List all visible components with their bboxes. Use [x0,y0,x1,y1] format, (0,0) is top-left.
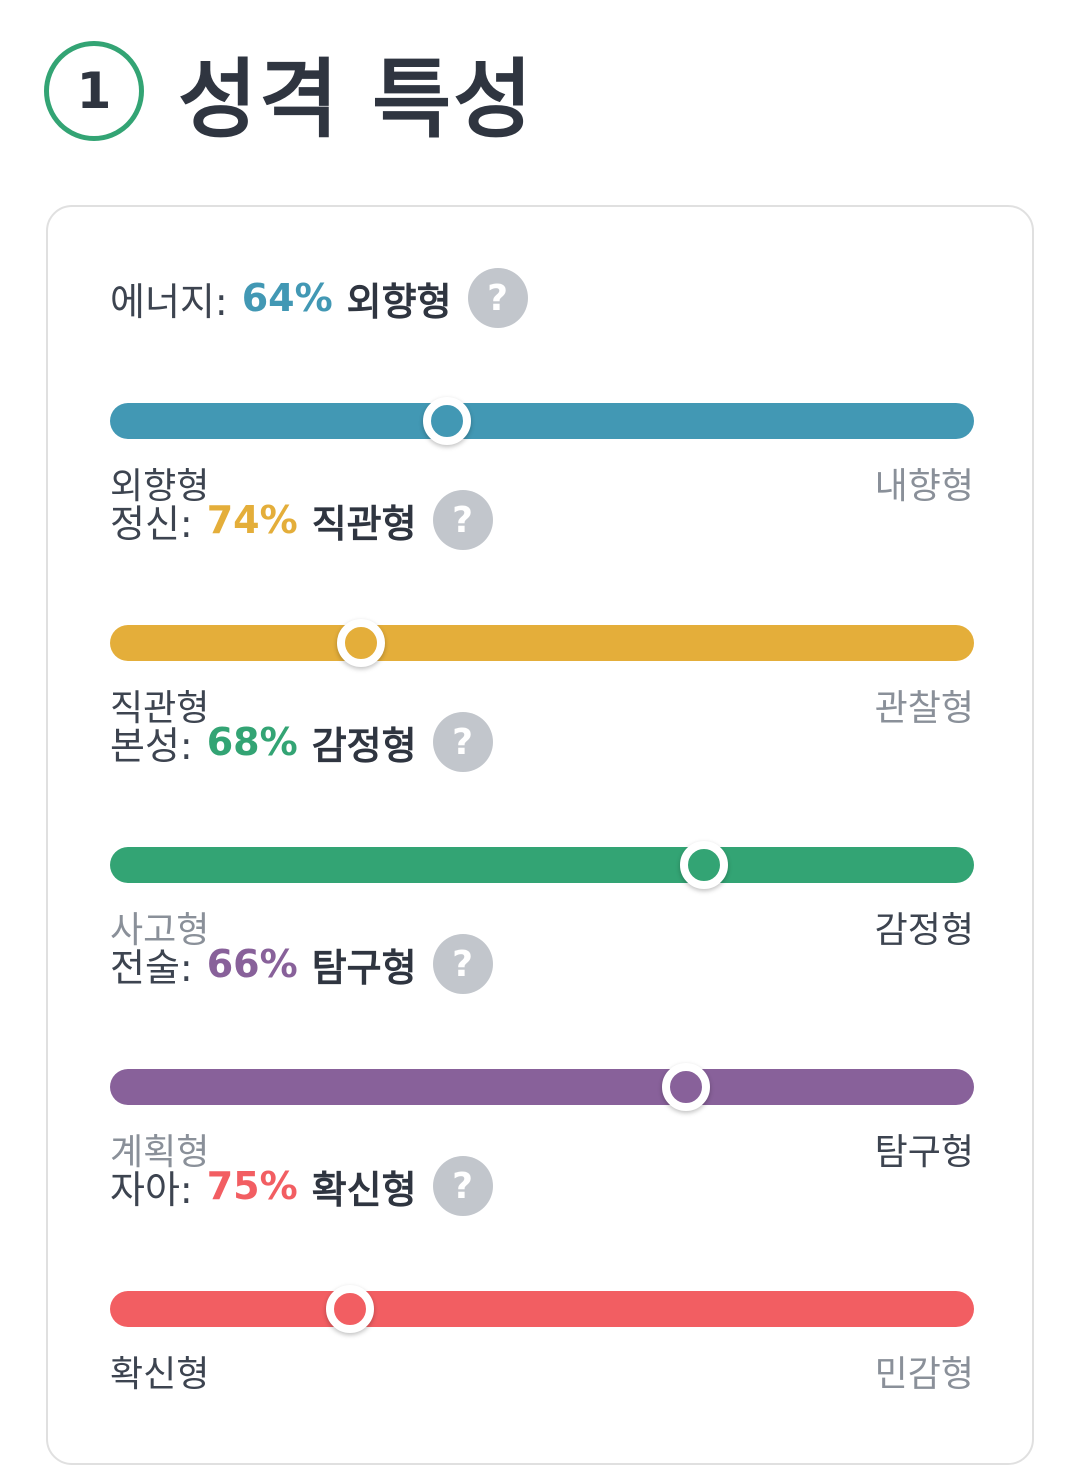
trait-name: 전술: [110,945,193,990]
trait-percent: 74% [206,498,298,542]
trait-right-label: 민감형 [874,1354,974,1395]
trait-knob [680,841,729,889]
trait-right-label: 내향형 [874,466,974,507]
trait-type: 확신형 [311,1167,417,1212]
trait-name: 본성: [110,723,193,768]
trait-bar [110,619,974,667]
trait-ends: 직관형 관찰형 [110,679,974,731]
trait-identity: 자아: 75% 확신형 ? 확신형 민감형 [110,1155,974,1395]
trait-header: 전술: 66% 탐구형 ? [110,933,493,995]
trait-nature: 본성: 68% 감정형 ? 사고형 감정형 [110,711,974,951]
trait-ends: 사고형 감정형 [110,901,974,953]
trait-left-label: 확신형 [110,1354,210,1395]
section-header: 1 성격 특성 [44,36,534,150]
trait-header: 자아: 75% 확신형 ? [110,1155,493,1217]
trait-right-label: 관찰형 [874,688,974,729]
trait-ends: 외향형 내향형 [110,457,974,509]
trait-mind: 정신: 74% 직관형 ? 직관형 관찰형 [110,489,974,729]
trait-left-label: 사고형 [110,910,210,951]
help-icon[interactable]: ? [432,490,493,550]
trait-name: 에너지: [110,279,228,324]
trait-header: 에너지: 64% 외향형 ? [110,267,528,329]
trait-type: 탐구형 [311,945,417,990]
section-title: 성격 특성 [178,49,535,150]
trait-bar [110,841,974,889]
trait-ends: 확신형 민감형 [110,1345,974,1397]
trait-type: 감정형 [311,723,417,768]
trait-knob [422,397,471,445]
section-number-badge: 1 [44,41,144,141]
trait-left-label: 계획형 [110,1132,210,1173]
trait-percent: 64% [241,276,333,320]
trait-header: 본성: 68% 감정형 ? [110,711,493,773]
trait-bar [110,397,974,445]
trait-energy: 에너지: 64% 외향형 ? 외향형 내향형 [110,267,974,507]
help-icon[interactable]: ? [432,1156,493,1216]
trait-bar [110,1285,974,1333]
trait-right-label: 감정형 [874,910,974,951]
trait-percent: 75% [206,1164,298,1208]
trait-knob [662,1063,711,1111]
trait-right-label: 탐구형 [874,1132,974,1173]
section-number: 1 [76,62,112,120]
trait-bar [110,1063,974,1111]
trait-type: 외향형 [346,279,452,324]
trait-left-label: 직관형 [110,688,210,729]
trait-type: 직관형 [311,501,417,546]
help-icon[interactable]: ? [432,934,493,994]
trait-left-label: 외향형 [110,466,210,507]
trait-percent: 66% [206,942,298,986]
trait-name: 자아: [110,1167,193,1212]
help-icon[interactable]: ? [432,712,493,772]
trait-name: 정신: [110,501,193,546]
traits-card: 에너지: 64% 외향형 ? 외향형 내향형 정신: 74% 직관형 ? 직관형… [46,205,1034,1465]
trait-knob [336,619,385,667]
trait-header: 정신: 74% 직관형 ? [110,489,493,551]
trait-tactics: 전술: 66% 탐구형 ? 계획형 탐구형 [110,933,974,1173]
trait-knob [326,1285,375,1333]
help-icon[interactable]: ? [467,268,528,328]
trait-ends: 계획형 탐구형 [110,1123,974,1175]
trait-percent: 68% [206,720,298,764]
